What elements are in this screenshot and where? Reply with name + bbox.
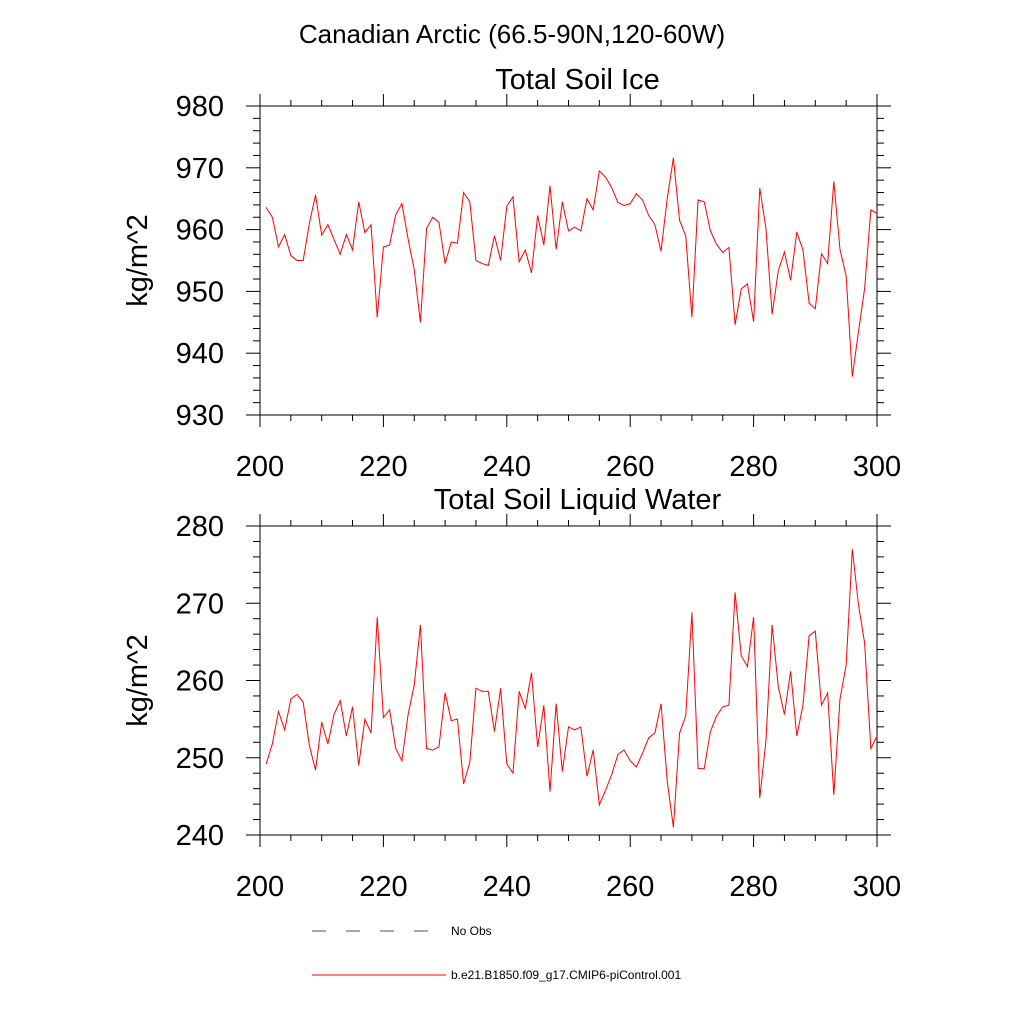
legend-label-model: b.e21.B1850.f09_g17.CMIP6-piControl.001	[451, 968, 681, 982]
x-tick-label: 220	[359, 871, 407, 903]
x-tick-label: 240	[483, 871, 531, 903]
x-tick-label: 280	[729, 451, 777, 483]
chart-panel-soil-liquid-water: Total Soil Liquid Water kg/m^2 200 220 240 26…	[122, 484, 901, 903]
series-line	[265, 549, 878, 828]
x-tick-label: 260	[606, 451, 654, 483]
x-tick-label: 200	[236, 451, 284, 483]
figure-title: Canadian Arctic (66.5-90N,120-60W)	[299, 19, 725, 49]
series-line	[265, 157, 878, 377]
x-tick-label: 220	[359, 451, 407, 483]
chart-title: Total Soil Liquid Water	[434, 484, 722, 516]
x-tick-label: 200	[236, 871, 284, 903]
y-tick-label: 960	[176, 215, 224, 247]
legend-label-no-obs: No Obs	[451, 924, 492, 938]
y-tick-label: 240	[176, 820, 224, 852]
y-tick-label: 930	[176, 400, 224, 432]
y-tick-label: 250	[176, 743, 224, 775]
x-tick-label: 260	[606, 871, 654, 903]
x-tick-label: 300	[853, 871, 901, 903]
chart-panel-soil-ice: Total Soil Ice kg/m^2 200 220 240 260 280 300 93…	[122, 64, 901, 483]
y-tick-label: 980	[176, 91, 224, 123]
y-tick-label: 270	[176, 588, 224, 620]
legend: No Obs b.e21.B1850.f09_g17.CMIP6-piContr…	[312, 924, 681, 982]
y-axis-label: kg/m^2	[122, 634, 154, 727]
y-tick-label: 280	[176, 511, 224, 543]
y-tick-label: 260	[176, 666, 224, 698]
x-tick-label: 300	[853, 451, 901, 483]
y-tick-label: 950	[176, 276, 224, 308]
x-tick-label: 240	[483, 451, 531, 483]
y-tick-label: 970	[176, 153, 224, 185]
x-tick-label: 280	[729, 871, 777, 903]
y-tick-label: 940	[176, 338, 224, 370]
chart-title: Total Soil Ice	[495, 64, 659, 96]
y-axis-label: kg/m^2	[122, 214, 154, 307]
